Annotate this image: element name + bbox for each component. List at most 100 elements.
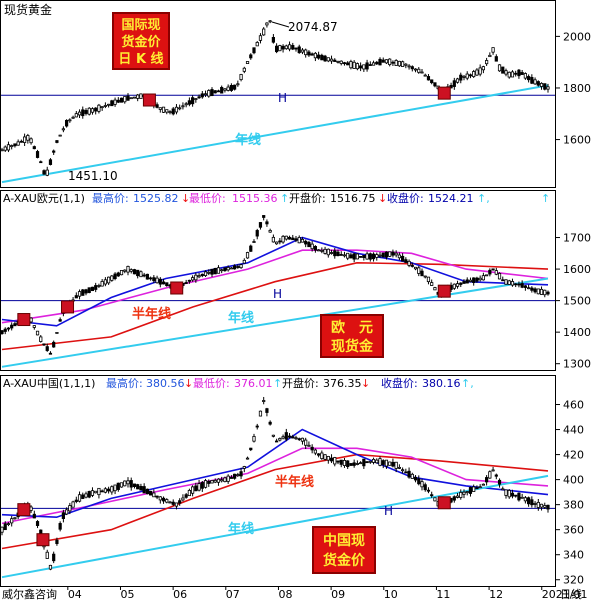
candle-body-1-97 <box>313 52 317 59</box>
candle-body-2-71 <box>229 267 233 270</box>
panel-2-high-label: 最高价: <box>92 191 129 205</box>
candle-body-1-78 <box>252 47 256 54</box>
candle-body-2-100 <box>323 248 327 254</box>
x-tick-label-9: 2021/01 <box>542 588 588 600</box>
candle-body-3-84 <box>271 434 275 437</box>
candle-body-1-152 <box>491 47 495 53</box>
candle-body-3-14 <box>45 551 49 559</box>
candle-body-2-82 <box>265 221 269 225</box>
candle-body-3-95 <box>307 444 311 447</box>
candle-body-1-123 <box>397 60 401 67</box>
candle-body-2-122 <box>394 252 398 256</box>
candle-body-3-66 <box>213 479 217 483</box>
candle-body-3-3 <box>10 518 14 524</box>
candle-body-3-150 <box>485 477 489 483</box>
candle-body-1-90 <box>291 45 295 50</box>
candle-body-3-145 <box>468 487 473 494</box>
candle-body-3-28 <box>90 490 95 496</box>
candle-body-1-43 <box>139 93 143 99</box>
candle-body-1-93 <box>300 49 305 53</box>
candle-body-3-128 <box>413 476 418 481</box>
panel-2-close-arrow: ↑, <box>477 192 490 205</box>
candle-body-1-104 <box>336 60 340 63</box>
candle-body-2-127 <box>410 265 414 267</box>
candle-body-2-45 <box>145 273 149 280</box>
panel-1-stamp-line1: 国际现 <box>121 18 160 33</box>
candle-body-3-78 <box>252 436 256 442</box>
candle-body-2-85 <box>275 241 279 245</box>
candle-body-1-141 <box>455 78 460 83</box>
candle-body-2-32 <box>103 279 107 285</box>
candle-body-3-65 <box>210 480 214 484</box>
candle-body-1-21 <box>68 119 72 122</box>
candle-body-3-85 <box>275 440 279 443</box>
candle-body-1-23 <box>74 113 78 118</box>
candle-body-1-147 <box>475 69 479 76</box>
candle-body-3-115 <box>371 458 376 463</box>
candle-body-1-53 <box>171 108 175 115</box>
candle-body-3-101 <box>326 456 330 461</box>
candle-body-1-50 <box>161 106 166 113</box>
candle-body-3-43 <box>139 486 143 491</box>
candle-body-3-140 <box>452 496 456 501</box>
candle-body-3-76 <box>245 457 250 460</box>
candle-body-3-159 <box>514 494 518 497</box>
candle-body-1-77 <box>249 54 253 59</box>
candle-body-2-130 <box>420 270 424 277</box>
candle-body-1-10 <box>32 146 36 150</box>
y-tick-label-3-7: 460 <box>563 399 584 412</box>
candle-body-1-94 <box>304 49 308 56</box>
candle-body-2-113 <box>365 253 369 260</box>
candle-body-1-110 <box>355 63 359 70</box>
candle-body-1-103 <box>333 59 337 62</box>
candle-body-2-147 <box>475 277 479 282</box>
y-tick-label-3-1: 340 <box>563 549 584 562</box>
candle-body-1-116 <box>375 61 379 65</box>
candle-body-2-115 <box>371 253 376 260</box>
candle-body-1-33 <box>107 103 111 106</box>
half-year-ma-line-2 <box>1 261 549 351</box>
candle-body-1-16 <box>52 150 56 153</box>
candle-body-1-14 <box>45 169 49 176</box>
candle-body-3-41 <box>132 483 137 487</box>
candle-body-1-148 <box>478 67 482 75</box>
candle-body-3-69 <box>223 477 227 483</box>
candle-body-3-47 <box>152 492 156 498</box>
candle-body-3-59 <box>191 486 195 494</box>
candle-body-3-71 <box>229 477 233 479</box>
candle-body-1-168 <box>543 83 547 90</box>
candle-body-1-68 <box>220 86 224 94</box>
signal-marker-2-1 <box>61 300 75 314</box>
candle-body-1-162 <box>523 73 527 79</box>
candle-body-3-102 <box>329 457 334 462</box>
candle-body-2-39 <box>126 265 130 273</box>
candle-body-2-142 <box>459 282 463 285</box>
candle-body-2-164 <box>530 287 534 291</box>
panel-2-low-value: 1515.36 <box>232 192 278 205</box>
candle-body-2-108 <box>349 254 353 259</box>
candle-body-1-76 <box>245 61 250 64</box>
candle-body-2-124 <box>401 255 405 262</box>
signal-marker-1-1 <box>437 86 451 100</box>
candle-body-2-59 <box>191 277 195 281</box>
panel-2-stamp-line2: 现货金 <box>331 338 374 355</box>
candle-body-3-93 <box>300 437 305 442</box>
candle-body-1-117 <box>378 58 382 66</box>
candle-body-2-133 <box>430 282 434 286</box>
candle-body-2-94 <box>304 240 308 245</box>
candle-body-3-165 <box>533 503 537 505</box>
panel-1-h-label: H <box>278 91 287 105</box>
candle-body-3-131 <box>423 484 427 491</box>
candle-body-2-86 <box>278 240 282 243</box>
panel-3-close-value: 380.16 <box>422 377 461 390</box>
candle-body-2-104 <box>336 251 340 257</box>
panel-1-stamp-line2: 货金价 <box>121 34 161 50</box>
candle-body-3-166 <box>536 501 540 508</box>
candle-body-2-161 <box>520 283 524 288</box>
candle-body-1-64 <box>207 90 211 97</box>
magenta-ma-line-2 <box>1 249 549 324</box>
candle-body-2-24 <box>77 291 82 297</box>
candle-body-1-164 <box>530 77 534 84</box>
y-tick-label-3-0: 320 <box>563 574 584 587</box>
panel-2-h-label: H <box>273 287 282 301</box>
